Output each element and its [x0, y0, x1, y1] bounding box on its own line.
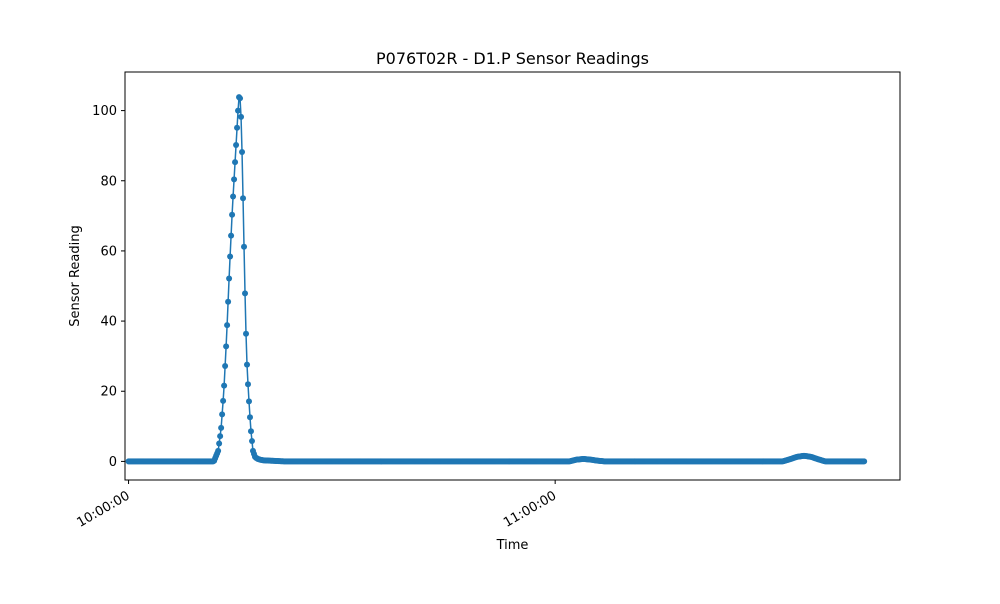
- data-point: [218, 424, 225, 431]
- data-point: [231, 176, 238, 183]
- data-point: [244, 361, 251, 368]
- chart-title: P076T02R - D1.P Sensor Readings: [376, 49, 649, 68]
- data-point: [247, 428, 254, 435]
- data-point: [233, 141, 240, 148]
- data-point: [232, 159, 239, 166]
- data-point: [861, 458, 868, 465]
- data-point: [219, 411, 226, 418]
- plot-area: [125, 94, 868, 465]
- data-point: [242, 290, 249, 297]
- axes-frame: [124, 71, 901, 481]
- data-point: [248, 438, 255, 445]
- data-point: [223, 343, 230, 350]
- data-point: [221, 382, 228, 389]
- data-point: [225, 298, 232, 305]
- data-point: [237, 95, 244, 102]
- data-point: [230, 193, 237, 200]
- data-point: [227, 253, 234, 260]
- y-axis: 0 20 40 60 80 100: [92, 104, 125, 470]
- y-tick-label: 0: [109, 455, 117, 470]
- data-point: [241, 243, 248, 250]
- y-tick-label: 40: [100, 315, 117, 330]
- data-point: [243, 330, 250, 337]
- data-point: [235, 107, 242, 114]
- y-tick-label: 100: [92, 104, 117, 119]
- data-point: [217, 433, 224, 440]
- data-point: [246, 398, 252, 405]
- data-point: [234, 124, 241, 131]
- y-tick-label: 60: [100, 244, 117, 259]
- data-point: [228, 232, 235, 239]
- y-tick-label: 20: [100, 385, 117, 400]
- y-axis-label: Sensor Reading: [68, 225, 83, 326]
- data-point: [226, 275, 233, 282]
- data-point: [239, 148, 246, 155]
- data-point: [240, 195, 247, 202]
- data-point: [247, 414, 253, 421]
- data-point: [238, 113, 245, 120]
- data-point: [229, 211, 236, 218]
- data-point: [222, 362, 229, 369]
- data-point: [224, 322, 231, 329]
- x-axis-label: Time: [496, 538, 529, 553]
- data-point: [216, 440, 223, 447]
- y-tick-label: 80: [100, 174, 117, 189]
- data-point: [245, 381, 251, 388]
- data-point: [220, 397, 227, 404]
- data-point: [215, 447, 222, 454]
